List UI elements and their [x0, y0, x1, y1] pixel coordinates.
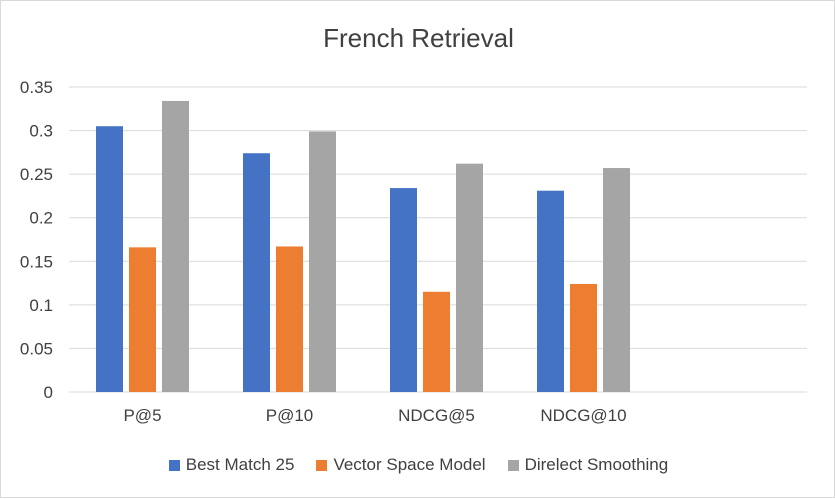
bar [603, 168, 630, 392]
y-tick-label: 0.25 [20, 165, 53, 184]
chart-title: French Retrieval [323, 23, 514, 53]
bar [423, 291, 450, 392]
bar [276, 246, 303, 392]
y-tick-label: 0.2 [29, 209, 53, 228]
x-tick-label: NDCG@5 [398, 406, 475, 425]
bar [129, 247, 156, 392]
legend-swatch [168, 459, 180, 471]
x-tick-label: P@10 [266, 406, 314, 425]
y-tick-label: 0.15 [20, 252, 53, 271]
legend-label: Vector Space Model [333, 455, 486, 474]
chart-legend: Best Match 25 Vector Space Model Direlect … [1, 455, 835, 475]
legend-item: Vector Space Model [316, 455, 486, 475]
legend-label: Direlect Smoothing [524, 455, 669, 474]
y-tick-label: 0.05 [20, 339, 53, 358]
x-tick-label: NDCG@10 [540, 406, 626, 425]
y-tick-label: 0 [44, 383, 53, 402]
bar [456, 163, 483, 392]
bar [243, 153, 270, 392]
bar [537, 190, 564, 392]
legend-item: Direlect Smoothing [507, 455, 669, 475]
bar [570, 283, 597, 392]
bar [162, 100, 189, 392]
bar [309, 131, 336, 392]
y-tick-label: 0.3 [29, 122, 53, 141]
bar [96, 126, 123, 392]
legend-item: Best Match 25 [168, 455, 295, 475]
y-tick-label: 0.1 [29, 296, 53, 315]
legend-label: Best Match 25 [185, 455, 295, 474]
bar [390, 188, 417, 392]
y-tick-label: 0.35 [20, 78, 53, 97]
x-tick-label: P@5 [123, 406, 161, 425]
legend-swatch [507, 459, 519, 471]
legend-swatch [316, 459, 328, 471]
